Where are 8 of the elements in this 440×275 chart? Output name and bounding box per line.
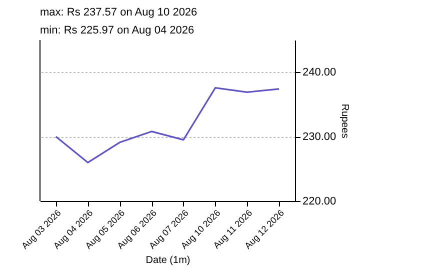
y-tick-label: 220.00 [302,196,336,208]
line-series [55,87,280,164]
x-axis-title: Date (1m) [146,254,190,266]
text: min: Rs 225.97 on Aug 04 2026 [40,24,194,36]
y-axis-title: Rupees [339,104,350,138]
y-tick-label: 230.00 [302,131,336,144]
y-tick-label: 240.00 [302,66,336,79]
text: max: Rs 237.57 on Aug 10 2026 [40,6,198,18]
